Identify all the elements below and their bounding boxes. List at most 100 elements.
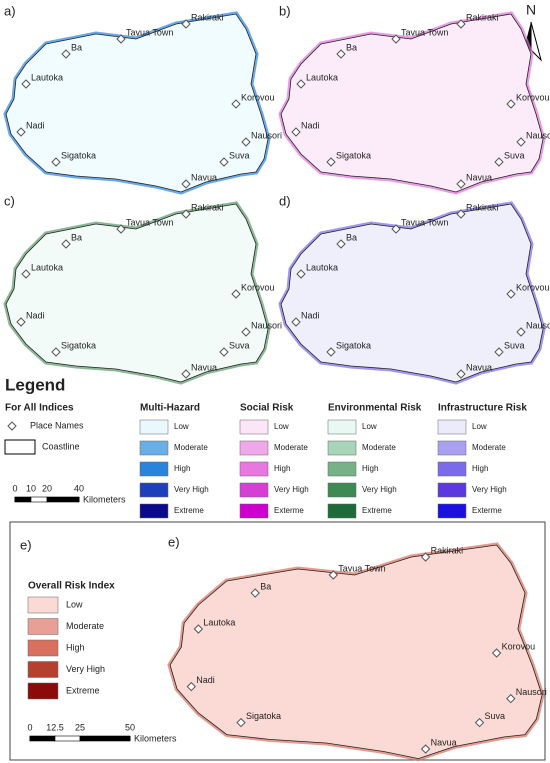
island [5,13,269,193]
scale-unit: Kilometers [134,733,177,743]
legend-swatch [239,419,269,435]
place-marker [516,137,526,147]
legend-label: Coastline [42,441,80,451]
legend-swatch [437,419,467,435]
place-name: Suva [485,711,506,721]
legend-swatch [239,461,269,477]
legend-label: Very High [362,485,397,494]
island [5,203,269,383]
legend-label: Extreme [66,685,100,695]
legend-label: Moderate [362,443,396,452]
place-marker [241,137,251,147]
place-marker [186,681,197,692]
place-name: Korovou [241,92,275,102]
scale-label: 10 [26,483,36,493]
place-name: Lautoka [306,262,338,272]
place-name: Sigatoka [61,340,96,350]
place-marker [491,648,502,658]
place-marker [328,570,339,580]
index-title: Infrastructure Risk [438,403,527,414]
legend-label: Moderate [66,621,104,631]
place-name: Navua [431,737,457,747]
place-name: Rakiraki [191,202,224,212]
scale-segment [46,496,80,503]
legend-swatch [27,618,59,635]
place-name: Nausori [251,130,282,140]
place-name: Lautoka [306,72,338,82]
place-marker [456,369,466,379]
place-name: Nadi [196,675,215,685]
place-marker [296,269,306,279]
island [280,203,544,383]
island [280,13,544,193]
legend-label: Low [274,422,289,431]
place-marker [494,347,504,357]
place-name: Suva [504,340,525,350]
place-name: Nadi [301,120,320,130]
legend-label: Moderate [472,443,506,452]
legend-heading: Legend [5,375,65,394]
legend-label: Moderate [274,443,308,452]
place-marker [181,209,191,219]
place-name: Suva [229,340,250,350]
island [169,544,543,760]
panel-label: b) [279,3,291,18]
place-marker [7,421,17,431]
place-name: Navua [191,172,217,182]
place-name: Ba [71,42,82,52]
place-name: Nausori [526,320,550,330]
place-marker [231,289,241,299]
place-marker [516,327,526,337]
place-marker [420,744,431,754]
place-marker [21,79,31,89]
place-name: Ba [71,232,82,242]
place-name: Sigatoka [61,150,96,160]
place-name: Nadi [26,120,45,130]
place-marker [219,347,229,357]
place-name: Ba [260,581,271,591]
legend-swatch [437,440,467,456]
index-title: Environmental Risk [328,403,422,414]
legend-label: Low [174,422,189,431]
panel-label: c) [4,193,15,208]
place-name: Tavua Town [401,27,448,37]
place-marker [391,34,401,44]
legend-swatch [327,461,357,477]
place-name: Rakiraki [191,12,224,22]
place-name: Nausori [526,130,550,140]
place-name: Ba [346,232,357,242]
place-marker [16,317,26,327]
place-marker [291,317,301,327]
place-marker [61,239,71,249]
place-marker [326,157,336,167]
legend-swatch [327,419,357,435]
place-marker [51,347,61,357]
place-name: Nadi [301,310,320,320]
legend-swatch [437,461,467,477]
place-name: Navua [466,362,492,372]
panel-label: e) [20,537,32,552]
scale-label: 40 [74,483,84,493]
place-name: Navua [191,362,217,372]
legend-label: Exterme [274,506,304,515]
legend-swatch [139,440,169,456]
place-name: Sigatoka [336,150,371,160]
place-name: Tavua Town [338,563,385,573]
legend-label: Very High [66,664,105,674]
scale-label: 20 [42,483,52,493]
place-name: Lautoka [203,617,235,627]
panel-label: e) [168,534,180,549]
legend-label: Place Names [30,420,84,430]
place-marker [193,624,204,634]
place-marker [326,347,336,357]
place-name: Lautoka [31,262,63,272]
place-name: Nausori [251,320,282,330]
place-marker [391,224,401,234]
legend-swatch [327,503,357,519]
scale-segment [54,735,81,742]
legend-subheading: For All Indices [5,403,74,414]
index-title: Social Risk [240,403,294,414]
place-marker [456,19,466,29]
place-marker [181,19,191,29]
